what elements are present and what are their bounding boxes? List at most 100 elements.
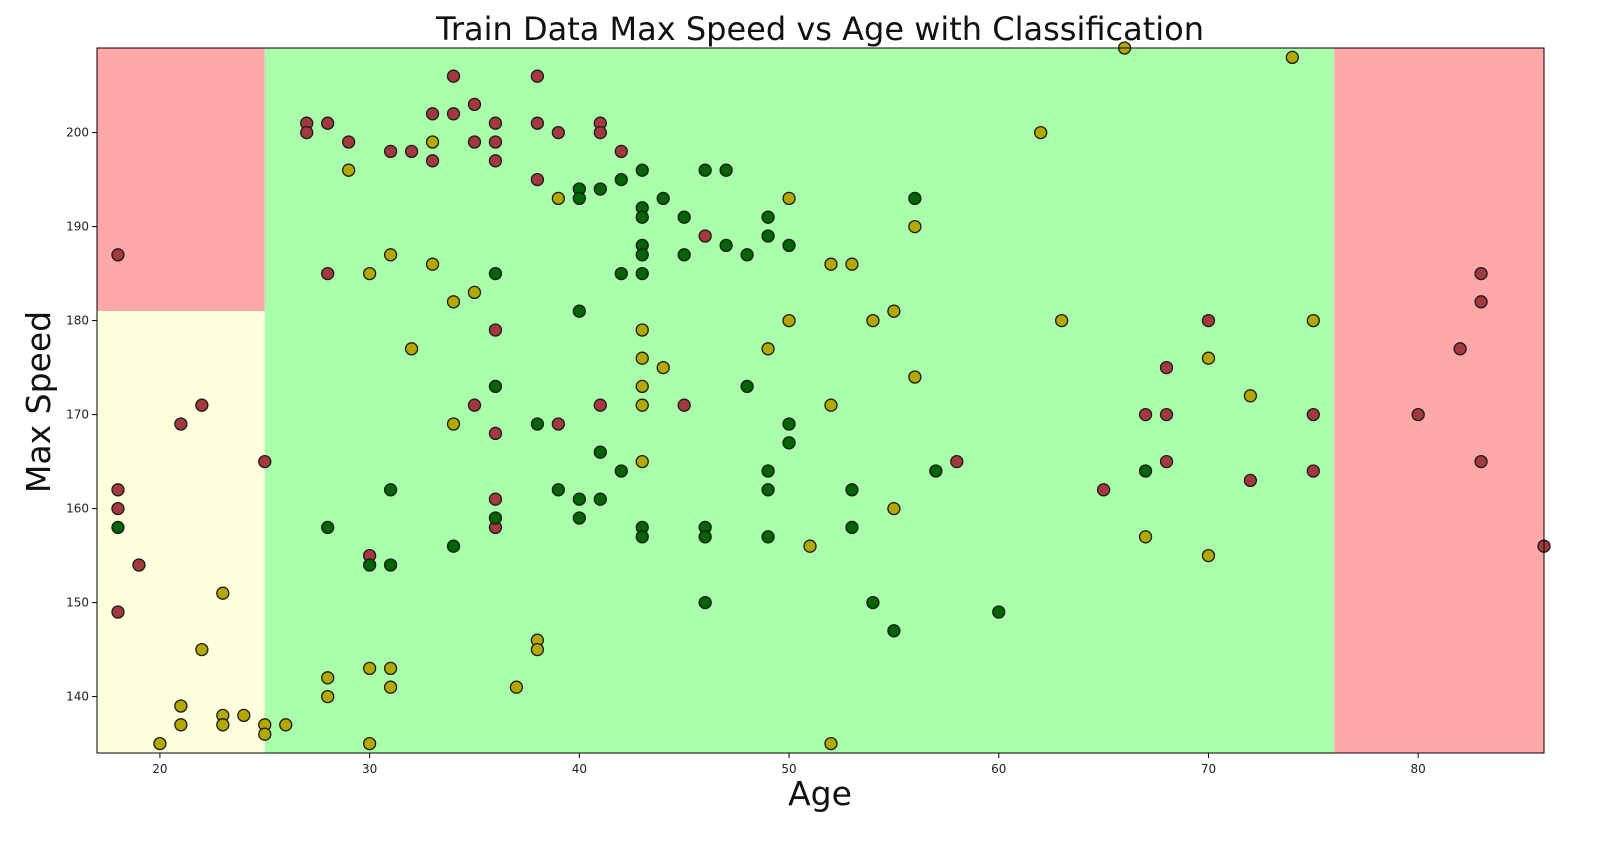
point-red-46 xyxy=(1159,454,1174,469)
point-yellow-35 xyxy=(656,360,670,375)
point-yellow-29 xyxy=(551,191,566,206)
point-red-27 xyxy=(488,426,503,441)
point-yellow-44 xyxy=(866,313,880,328)
point-green-32 xyxy=(677,248,691,262)
point-red-43 xyxy=(1138,407,1153,422)
point-green-51 xyxy=(866,595,880,610)
point-yellow-6 xyxy=(216,718,230,732)
point-green-1 xyxy=(321,520,335,535)
point-yellow-39 xyxy=(803,539,817,553)
x-tick-label: 70 xyxy=(1201,762,1216,776)
y-axis-ticks: 140 150 160 170 180 190 200 xyxy=(66,126,97,704)
point-green-22 xyxy=(635,163,649,177)
point-red-11 xyxy=(321,266,335,281)
x-tick-label: 20 xyxy=(152,762,167,776)
point-red-10 xyxy=(321,116,335,130)
point-green-52 xyxy=(887,624,901,638)
point-green-13 xyxy=(572,304,586,318)
point-red-25 xyxy=(488,154,503,168)
point-green-15 xyxy=(572,511,586,525)
point-yellow-24 xyxy=(446,417,461,431)
y-axis-label: Max Speed xyxy=(19,311,58,493)
point-yellow-45 xyxy=(887,304,901,318)
point-green-49 xyxy=(845,483,859,497)
point-red-6 xyxy=(195,398,209,412)
point-red-50 xyxy=(1306,464,1320,478)
point-yellow-46 xyxy=(887,501,901,516)
region-yellow-1 xyxy=(97,311,265,753)
point-green-40 xyxy=(740,379,754,394)
point-green-14 xyxy=(572,492,586,506)
point-green-7 xyxy=(488,379,503,394)
point-red-23 xyxy=(488,116,503,130)
region-red-3 xyxy=(1334,48,1544,753)
point-red-44 xyxy=(1159,360,1174,375)
point-red-16 xyxy=(425,107,440,121)
point-green-8 xyxy=(488,511,503,525)
point-yellow-48 xyxy=(908,370,922,384)
point-green-16 xyxy=(593,182,607,196)
point-green-35 xyxy=(698,530,712,544)
point-yellow-54 xyxy=(1201,548,1216,563)
point-red-4 xyxy=(132,558,146,572)
point-green-18 xyxy=(593,492,607,506)
point-green-27 xyxy=(635,266,649,281)
decision-regions xyxy=(97,48,1544,753)
point-yellow-17 xyxy=(383,248,398,262)
point-red-42 xyxy=(1096,483,1111,497)
point-green-54 xyxy=(929,464,943,478)
point-yellow-41 xyxy=(824,398,838,412)
point-green-5 xyxy=(446,539,461,553)
point-red-2 xyxy=(111,501,125,516)
point-yellow-23 xyxy=(446,295,461,309)
point-yellow-30 xyxy=(635,323,649,337)
point-yellow-52 xyxy=(1138,530,1153,544)
point-red-33 xyxy=(551,125,566,140)
point-red-20 xyxy=(467,97,482,112)
point-green-44 xyxy=(761,483,775,497)
point-green-56 xyxy=(1138,464,1153,478)
point-yellow-14 xyxy=(362,266,377,281)
point-red-32 xyxy=(530,172,545,187)
point-green-29 xyxy=(635,530,649,544)
point-red-14 xyxy=(383,144,398,159)
x-axis-ticks: 20 30 40 50 60 70 80 xyxy=(152,753,1426,776)
point-red-37 xyxy=(593,398,607,412)
point-yellow-47 xyxy=(908,219,922,234)
point-red-47 xyxy=(1201,313,1216,328)
chart-title: Train Data Max Speed vs Age with Classif… xyxy=(435,10,1204,48)
point-red-40 xyxy=(698,229,712,243)
point-green-2 xyxy=(362,558,377,572)
point-red-28 xyxy=(488,492,503,506)
point-yellow-33 xyxy=(635,398,649,412)
point-green-20 xyxy=(614,266,628,281)
point-red-5 xyxy=(174,417,188,431)
point-green-6 xyxy=(488,266,503,281)
point-yellow-25 xyxy=(467,285,482,300)
point-yellow-28 xyxy=(530,642,545,657)
point-green-47 xyxy=(782,417,796,431)
x-tick-label: 80 xyxy=(1411,762,1426,776)
point-yellow-49 xyxy=(1034,125,1048,140)
point-red-49 xyxy=(1306,407,1320,422)
point-yellow-43 xyxy=(845,257,859,271)
point-yellow-4 xyxy=(216,586,230,600)
plot-frame xyxy=(96,47,1545,754)
point-red-17 xyxy=(425,154,440,168)
point-green-50 xyxy=(845,520,859,535)
point-red-9 xyxy=(300,125,314,140)
point-red-24 xyxy=(488,135,503,149)
point-yellow-18 xyxy=(383,661,398,676)
point-green-43 xyxy=(761,464,775,478)
point-red-34 xyxy=(551,417,566,431)
point-red-1 xyxy=(111,483,125,497)
point-green-24 xyxy=(635,210,649,224)
point-red-51 xyxy=(1411,407,1425,422)
point-green-31 xyxy=(677,210,691,224)
point-yellow-9 xyxy=(258,727,272,741)
point-red-31 xyxy=(530,116,545,130)
point-red-48 xyxy=(1243,473,1258,488)
point-yellow-21 xyxy=(425,135,440,149)
point-green-46 xyxy=(782,238,796,253)
